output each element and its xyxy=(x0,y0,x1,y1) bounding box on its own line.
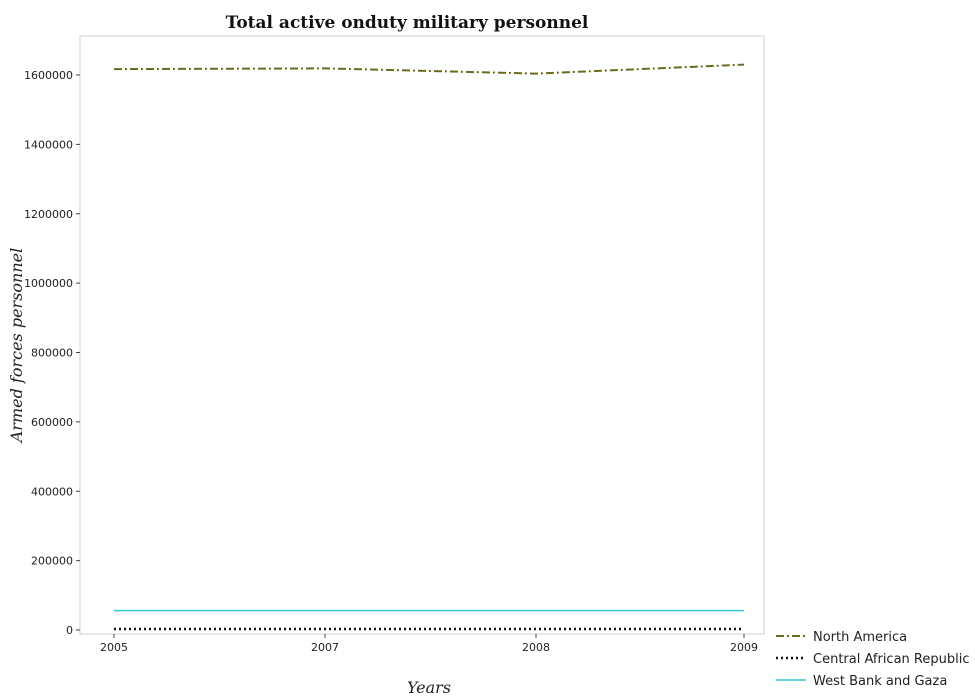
y-tick-label: 800000 xyxy=(31,347,73,360)
x-tick-label: 2007 xyxy=(311,641,339,654)
y-axis: 0 200000 400000 600000 800000 1000000 1200000 1… xyxy=(24,69,80,637)
x-tick-label: 2008 xyxy=(522,641,550,654)
y-tick-label: 400000 xyxy=(31,485,73,498)
series-line-0 xyxy=(113,63,745,75)
legend-label: Central African Republic xyxy=(813,652,969,667)
legend-label: North America xyxy=(813,630,907,645)
legend-label: West Bank and Gaza xyxy=(813,674,947,689)
chart-title: Total active onduty military personnel xyxy=(226,13,589,33)
plot-frame xyxy=(79,35,765,635)
y-tick-label: 1000000 xyxy=(24,277,73,290)
x-tick-label: 2005 xyxy=(100,641,128,654)
x-axis-title: Years xyxy=(407,678,451,697)
plot-area: 0 200000 400000 600000 800000 1000000 1200000 1… xyxy=(24,35,765,654)
y-tick-label: 600000 xyxy=(31,416,73,429)
y-tick-label: 0 xyxy=(66,624,73,637)
legend: North America Central African Republic Wes… xyxy=(776,630,969,689)
x-tick-label: 2009 xyxy=(730,641,758,654)
x-axis: 2005 2007 2008 2009 xyxy=(100,634,758,654)
y-tick-label: 1400000 xyxy=(24,138,73,151)
y-axis-title: Armed forces personnel xyxy=(7,248,26,445)
y-tick-label: 1200000 xyxy=(24,208,73,221)
y-tick-label: 1600000 xyxy=(24,69,73,82)
series-layer xyxy=(113,63,745,631)
y-tick-label: 200000 xyxy=(31,555,73,568)
